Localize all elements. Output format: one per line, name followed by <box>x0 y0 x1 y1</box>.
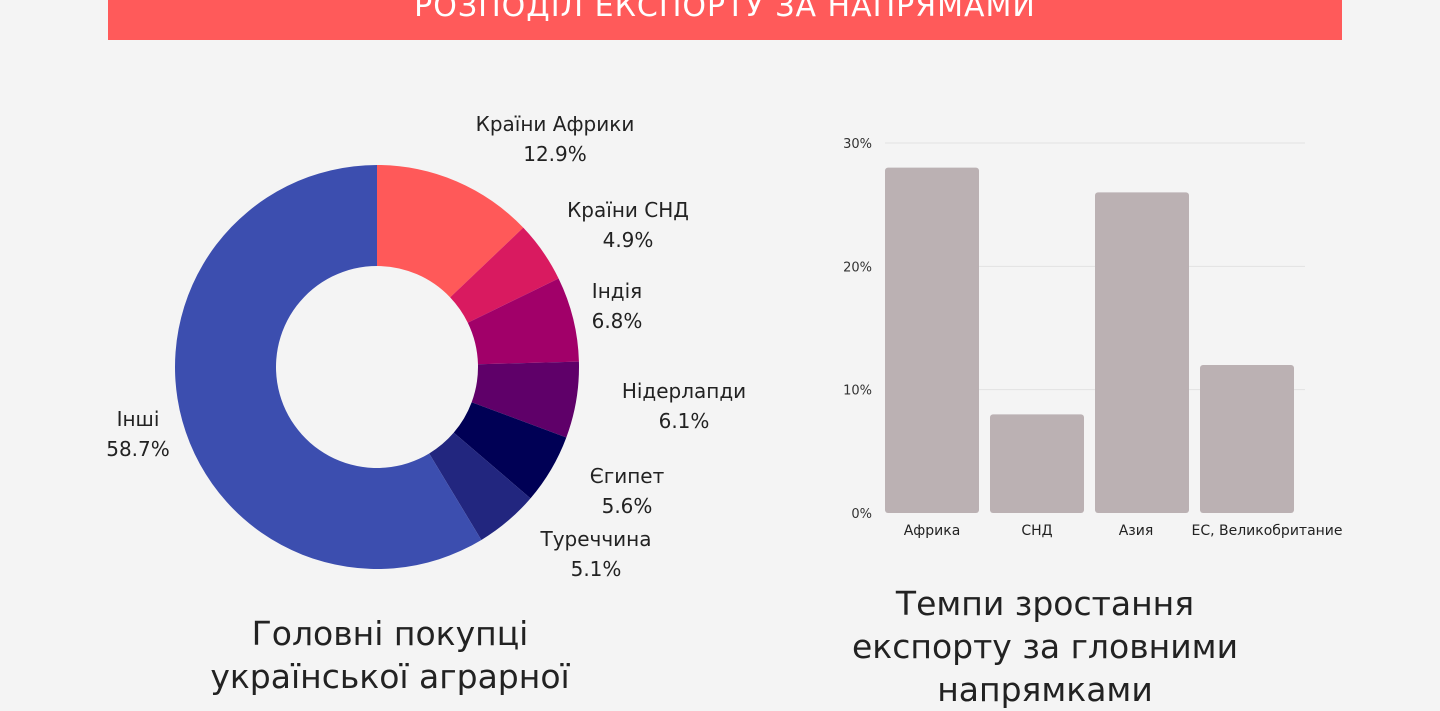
donut-slice-єгипет <box>453 402 567 499</box>
slice-label-value: 6.8% <box>592 309 643 333</box>
donut-slice-індія <box>467 278 579 365</box>
y-tick-label: 20% <box>843 260 872 275</box>
donut-slice-туреччина <box>429 432 531 540</box>
x-tick-label: ЕС, Великобритание <box>1191 523 1342 539</box>
slice-label-name: Єгипет <box>590 464 665 488</box>
slice-label-name: Туреччина <box>539 527 651 551</box>
y-tick-label: 10% <box>843 384 872 399</box>
bar-азия <box>1095 192 1189 514</box>
x-tick-label: СНД <box>1021 523 1052 539</box>
x-tick-label: Африка <box>904 523 961 539</box>
y-tick-label: 30% <box>843 137 872 152</box>
donut-slice-країни-африки <box>377 165 524 298</box>
bar-снд <box>990 414 1084 513</box>
donut-caption-line-1: Головні покупці <box>251 614 529 653</box>
slice-label-value: 12.9% <box>523 142 587 166</box>
slice-label-value: 4.9% <box>603 228 654 252</box>
slice-label-value: 58.7% <box>106 437 170 461</box>
slice-label-name: Індія <box>592 279 642 303</box>
slice-label-name: Інші <box>117 407 160 431</box>
bar-caption-line-1: Темпи зростання <box>895 584 1195 623</box>
slice-label-name: Країни СНД <box>567 198 689 222</box>
donut-slice-інші <box>174 165 482 569</box>
bar-африка <box>885 167 979 513</box>
bar-caption-line-2: експорту за гловними <box>851 627 1239 666</box>
donut-slice-країни-снд <box>450 227 559 323</box>
slice-label-value: 5.6% <box>602 494 653 518</box>
slice-label-value: 6.1% <box>659 409 710 433</box>
slice-label-name: Нідерлапди <box>622 379 746 403</box>
slice-label-value: 5.1% <box>571 557 622 581</box>
x-tick-label: Азия <box>1119 523 1154 539</box>
header-title: РОЗПОДІЛ ЕКСПОРТУ ЗА НАПРЯМАМИ <box>414 0 1036 24</box>
bar-caption-line-3: напрямками <box>937 670 1153 709</box>
donut-chart-caption: Головні покупці української аграрної <box>190 612 590 698</box>
y-tick-label: 0% <box>851 507 872 522</box>
bar-ес-великобритание <box>1200 365 1294 513</box>
header-banner: РОЗПОДІЛ ЕКСПОРТУ ЗА НАПРЯМАМИ <box>108 0 1342 40</box>
donut-caption-line-2: української аграрної <box>210 657 570 696</box>
bar-chart-caption: Темпи зростання експорту за гловними нап… <box>845 582 1245 711</box>
slice-label-name: Країни Африки <box>476 112 635 136</box>
donut-slice-нідерлапди <box>471 361 579 438</box>
